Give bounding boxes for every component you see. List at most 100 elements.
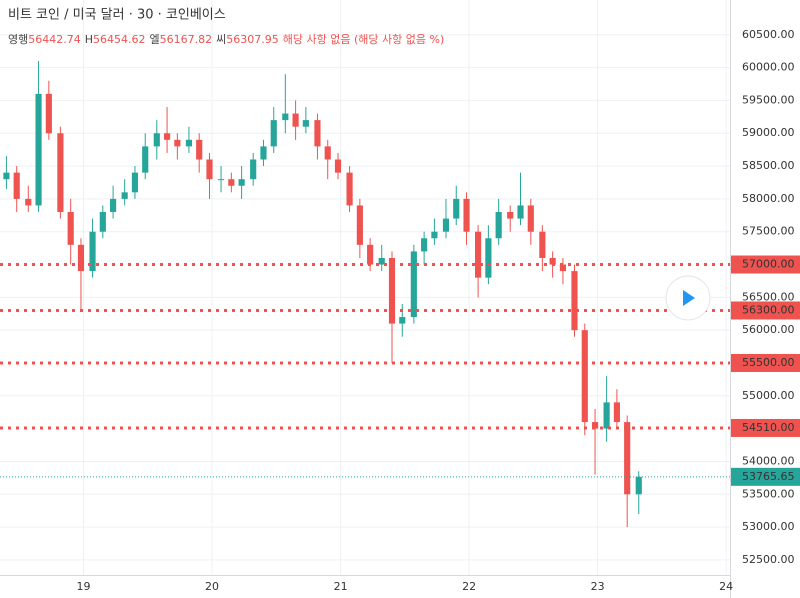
candle-body xyxy=(334,159,342,173)
candle-body xyxy=(421,238,428,252)
candle-body xyxy=(131,172,139,193)
candle-body xyxy=(378,257,385,265)
candle-body xyxy=(495,212,502,239)
candle-body xyxy=(624,422,631,495)
candle-body xyxy=(356,205,363,245)
candle-body xyxy=(110,198,117,213)
y-tick-label: 60000.00 xyxy=(742,61,795,74)
candle-body xyxy=(539,231,546,258)
y-tick-label: 54000.00 xyxy=(742,454,795,467)
candle-body xyxy=(635,476,642,495)
candle-body xyxy=(238,179,245,186)
y-tick-label: 58500.00 xyxy=(742,159,795,172)
level-label: 55500.00 xyxy=(742,356,795,369)
change-text: 해당 사항 없음 (해당 사항 없음 %) xyxy=(283,32,444,46)
candle-body xyxy=(591,422,599,429)
candle-body xyxy=(3,172,10,180)
candle-body xyxy=(45,93,52,134)
candle-body xyxy=(603,402,610,429)
candle-body xyxy=(302,120,309,127)
candle-body xyxy=(35,93,42,206)
candle-body xyxy=(77,244,85,272)
candle-body xyxy=(399,317,406,324)
candle-body xyxy=(367,244,374,265)
y-tick-label: 60500.00 xyxy=(742,28,795,41)
candle-body xyxy=(67,212,74,245)
candle-body xyxy=(442,218,450,232)
candle-body xyxy=(314,120,321,147)
last-price-label: 53765.65 xyxy=(742,470,795,483)
y-tick-label: 53500.00 xyxy=(742,487,795,500)
candle-body xyxy=(485,238,492,278)
candle-body xyxy=(185,139,193,147)
play-button[interactable] xyxy=(665,275,711,321)
level-label: 54510.00 xyxy=(742,421,795,434)
candle-body xyxy=(292,113,299,127)
level-label-bg xyxy=(731,353,800,372)
candle-body xyxy=(217,179,225,181)
candle-body xyxy=(260,146,267,160)
candle-body xyxy=(410,251,417,318)
level-label: 57000.00 xyxy=(742,258,795,271)
candle-body xyxy=(453,198,460,219)
y-tick-label: 52500.00 xyxy=(742,553,795,566)
ohlc-label: 엘 xyxy=(150,33,160,46)
candle-body xyxy=(571,271,578,331)
y-tick-label: 59000.00 xyxy=(742,126,795,139)
candle-body xyxy=(475,231,482,278)
y-tick-label: 57500.00 xyxy=(742,225,795,238)
candle-body xyxy=(153,133,160,147)
candle-body xyxy=(324,146,331,160)
candle-body xyxy=(228,179,235,186)
candle-body xyxy=(581,330,588,423)
last-price-bg xyxy=(731,467,800,486)
candle-body xyxy=(206,159,213,180)
y-tick-label: 53000.00 xyxy=(742,520,795,533)
y-tick-label: 59500.00 xyxy=(742,93,795,106)
candle-body xyxy=(388,257,396,324)
candle-body xyxy=(25,198,32,206)
candle-body xyxy=(163,133,171,140)
candle-body xyxy=(346,172,353,206)
y-tick-label: 58000.00 xyxy=(742,192,795,205)
chart-title: 비트 코인 / 미국 달러 · 30 · 코인베이스 xyxy=(8,8,226,23)
candle-body xyxy=(13,172,20,199)
ohlc-value: 56454.62 xyxy=(93,33,146,46)
x-tick-label: 22 xyxy=(462,580,476,593)
level-label-bg xyxy=(731,418,800,437)
candle-body xyxy=(549,257,556,265)
level-label-bg xyxy=(731,255,800,274)
y-tick-label: 55000.00 xyxy=(742,389,795,402)
candle-body xyxy=(613,402,620,423)
candle-body xyxy=(174,139,181,147)
x-tick-label: 20 xyxy=(205,580,219,593)
candle-body xyxy=(89,231,96,272)
x-tick-label: 23 xyxy=(591,580,605,593)
ohlc-value: 56442.74 xyxy=(28,33,81,46)
candle-body xyxy=(527,205,534,232)
x-tick-label: 24 xyxy=(719,580,733,593)
plot xyxy=(0,61,730,528)
ohlc-value: 56167.82 xyxy=(160,33,213,46)
candle-body xyxy=(517,205,524,219)
ohlc-label: 영행 xyxy=(8,33,28,46)
ohlc-header: 영행56442.74 H56454.62 엘56167.82 씨56307.95 해당 … xyxy=(8,32,444,46)
candle-body xyxy=(282,113,289,121)
candle-body xyxy=(559,264,567,272)
candle-body xyxy=(270,120,277,147)
candle-body xyxy=(463,198,470,232)
y-tick-label: 56500.00 xyxy=(742,290,795,303)
candle-body xyxy=(121,192,128,199)
level-label-bg xyxy=(731,301,800,320)
candle-body xyxy=(196,139,203,160)
candle-body xyxy=(142,146,149,173)
candle-body xyxy=(507,212,514,219)
ohlc-value: 56307.95 xyxy=(226,33,279,46)
level-label: 56300.00 xyxy=(742,303,795,316)
candle-body xyxy=(431,231,438,239)
y-tick-label: 56000.00 xyxy=(742,323,795,336)
candle-body xyxy=(250,159,257,180)
ohlc-label: 씨 xyxy=(216,33,226,46)
ohlc-label: H xyxy=(85,33,93,46)
